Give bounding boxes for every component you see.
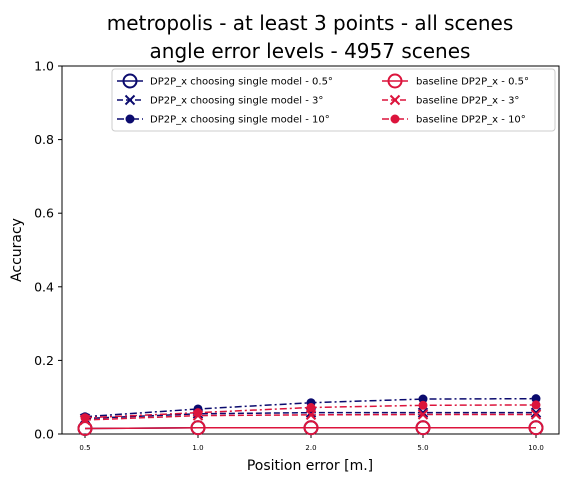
data-point: [528, 420, 544, 436]
chart-title-line-2: angle error levels - 4957 scenes: [150, 39, 471, 63]
y-axis: 0.0 0.2 0.4 0.6 0.8 1.0: [34, 59, 62, 442]
data-point: [124, 94, 136, 106]
y-tick-label: 0.2: [34, 353, 54, 368]
legend-entry: baseline DP2P_x - 10°: [382, 114, 526, 126]
y-tick-label: 0.0: [34, 427, 54, 442]
legend-label: baseline DP2P_x - 0.5°: [416, 77, 529, 88]
legend-label: baseline DP2P_x - 10°: [416, 115, 526, 126]
data-point: [305, 409, 317, 421]
legend-label: baseline DP2P_x - 3°: [416, 96, 519, 107]
legend-entry: DP2P_x choosing single model - 10°: [117, 114, 330, 126]
x-tick-label: 10.0: [528, 444, 544, 452]
data-point: [530, 409, 542, 420]
data-point: [80, 413, 90, 423]
legend-entry: DP2P_x choosing single model - 3°: [117, 94, 323, 107]
x-tick-label: 5.0: [417, 444, 428, 452]
data-point: [390, 114, 400, 124]
y-tick-label: 1.0: [34, 59, 54, 74]
x-tick-label: 2.0: [305, 444, 316, 452]
legend-entry: DP2P_x choosing single model - 0.5°: [117, 73, 333, 89]
data-point: [193, 408, 203, 418]
legend-label: DP2P_x choosing single model - 10°: [150, 115, 330, 126]
legend-entry: baseline DP2P_x - 0.5°: [382, 73, 529, 89]
data-point: [303, 420, 319, 436]
y-axis-label: Accuracy: [9, 218, 25, 282]
series-layer: [77, 394, 544, 436]
x-axis: 0.5 1.0 2.0 5.0 10.0: [79, 434, 544, 452]
data-point: [417, 407, 429, 418]
legend-label: DP2P_x choosing single model - 0.5°: [150, 77, 333, 88]
series-4: [77, 420, 544, 436]
x-axis-label: Position error [m.]: [247, 458, 373, 474]
data-point: [415, 420, 431, 436]
legend: DP2P_x choosing single model - 0.5° DP2P_…: [111, 68, 556, 132]
data-point: [530, 407, 542, 418]
data-point: [306, 403, 316, 413]
series-line: [84, 426, 536, 430]
y-tick-label: 0.8: [34, 132, 54, 147]
data-point: [125, 114, 135, 124]
legend-label: DP2P_x choosing single model - 3°: [150, 96, 323, 107]
y-tick-label: 0.4: [34, 279, 54, 294]
legend-box: [111, 68, 556, 132]
data-point: [417, 409, 429, 420]
x-tick-label: 0.5: [79, 444, 90, 452]
x-tick-label: 1.0: [192, 444, 203, 452]
chart-title-line-1: metropolis - at least 3 points - all sce…: [107, 11, 514, 35]
data-point: [418, 400, 428, 410]
series-6: [80, 400, 541, 423]
data-point: [531, 400, 541, 410]
data-point: [190, 420, 206, 436]
legend-entry: baseline DP2P_x - 3°: [382, 94, 519, 107]
data-point: [122, 73, 138, 89]
data-point: [389, 94, 401, 106]
data-point: [387, 73, 403, 89]
y-tick-label: 0.6: [34, 206, 54, 221]
